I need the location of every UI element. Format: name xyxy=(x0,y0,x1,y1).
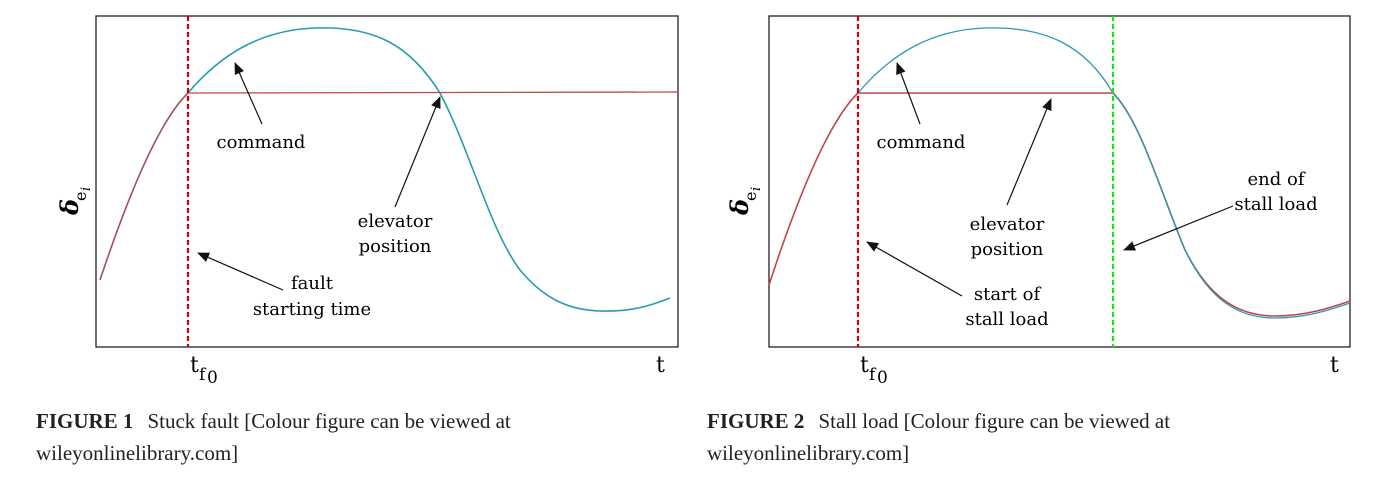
figure-2-caption: FIGURE 2 Stall load [Colour figure can be… xyxy=(707,405,1327,469)
elevator-arrow xyxy=(1006,98,1052,206)
svg-text:i: i xyxy=(79,187,94,191)
plot-frame xyxy=(768,15,1351,348)
svg-text:e: e xyxy=(741,192,760,201)
tick-tf0-subsub: 0 xyxy=(877,368,888,388)
figure-2-caption-label: FIGURE 2 xyxy=(707,409,805,433)
figure-2-caption-text: Stall load [Colour figure can be viewed … xyxy=(707,409,1171,465)
elevator-label-2: position xyxy=(359,236,432,257)
figure-2-plot: δ e i t f 0 t command elevator position … xyxy=(725,15,1351,388)
start-arrow xyxy=(866,241,963,297)
svg-text:e: e xyxy=(71,192,90,201)
tick-tf0-sub: f xyxy=(199,365,207,385)
elevator-label-2: position xyxy=(971,239,1044,260)
end-arrow xyxy=(1123,205,1234,251)
end-label-2: stall load xyxy=(1234,194,1317,215)
command-curve xyxy=(99,27,671,312)
y-axis-label: δ e i xyxy=(725,187,764,216)
tick-tf0: t xyxy=(860,353,869,378)
command-label: command xyxy=(877,132,966,153)
figure-1-caption-text: Stuck fault [Colour figure can be viewed… xyxy=(36,409,511,465)
tick-t: t xyxy=(656,353,665,378)
figure-1-caption: FIGURE 1 Stuck fault [Colour figure can b… xyxy=(36,405,636,469)
tick-tf0: t xyxy=(190,353,199,378)
svg-text:δ: δ xyxy=(55,199,84,216)
command-arrow xyxy=(896,62,921,125)
end-label-1: end of xyxy=(1248,169,1306,190)
figure-1-plot: δ e i t f 0 t command elevator position … xyxy=(55,15,679,388)
fault-label-2: starting time xyxy=(253,299,371,320)
tick-tf0-sub: f xyxy=(869,365,877,385)
tick-t: t xyxy=(1330,353,1339,378)
elevator-position-curve xyxy=(99,91,679,281)
elevator-label-1: elevator xyxy=(970,214,1045,235)
start-label-1: start of xyxy=(974,284,1042,305)
figure-1-caption-label: FIGURE 1 xyxy=(36,409,134,433)
y-axis-label: δ e i xyxy=(55,187,94,216)
fault-arrow xyxy=(197,252,284,291)
svg-text:i: i xyxy=(749,187,764,191)
start-label-2: stall load xyxy=(965,309,1048,330)
command-curve xyxy=(857,27,1351,319)
plot-frame xyxy=(95,15,679,348)
fault-label-1: fault xyxy=(291,273,334,294)
command-arrow xyxy=(234,62,263,125)
svg-text:δ: δ xyxy=(725,199,754,216)
elevator-label-1: elevator xyxy=(358,211,433,232)
command-label: command xyxy=(217,132,306,153)
elevator-arrow xyxy=(394,96,441,208)
tick-tf0-subsub: 0 xyxy=(207,368,218,388)
